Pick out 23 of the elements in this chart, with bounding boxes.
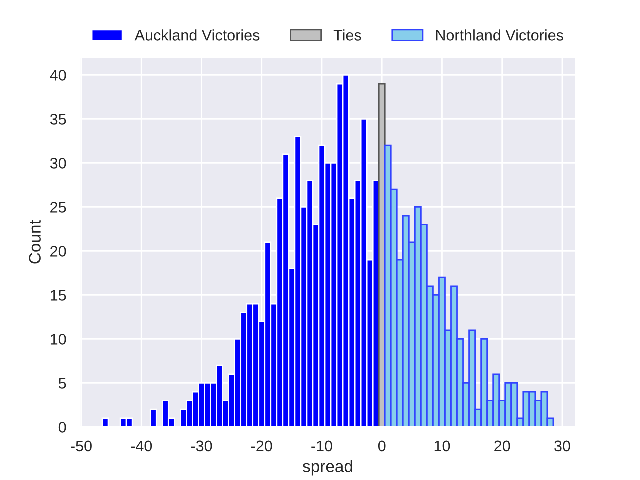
- legend-label: Northland Victories: [436, 30, 564, 41]
- x-tick-label: 10: [434, 440, 450, 452]
- y-tick-label: 5: [58, 378, 66, 389]
- legend-label: Auckland Victories: [134, 30, 260, 41]
- y-tick-label: 15: [50, 290, 66, 301]
- y-tick-label: 20: [50, 246, 66, 257]
- x-axis-title: spread: [302, 460, 352, 476]
- y-tick-label: 30: [50, 158, 66, 169]
- x-tick-label: -40: [131, 440, 152, 452]
- y-tick-label: 10: [50, 334, 66, 345]
- x-tick-label: -10: [312, 440, 332, 452]
- x-tick-label: 20: [494, 440, 510, 452]
- y-tick-label: 40: [50, 70, 66, 81]
- x-tick-label: -50: [71, 440, 92, 452]
- x-tick-label: 30: [554, 440, 570, 452]
- x-tick-label: -20: [252, 440, 272, 452]
- y-tick-label: 0: [58, 422, 66, 433]
- y-tick-label: 35: [50, 114, 66, 125]
- x-tick-label: 0: [378, 440, 386, 452]
- y-tick-label: 25: [50, 202, 66, 213]
- x-tick-label: -30: [191, 440, 212, 452]
- legend-label: Ties: [334, 30, 362, 41]
- y-axis-title: Count: [29, 220, 41, 264]
